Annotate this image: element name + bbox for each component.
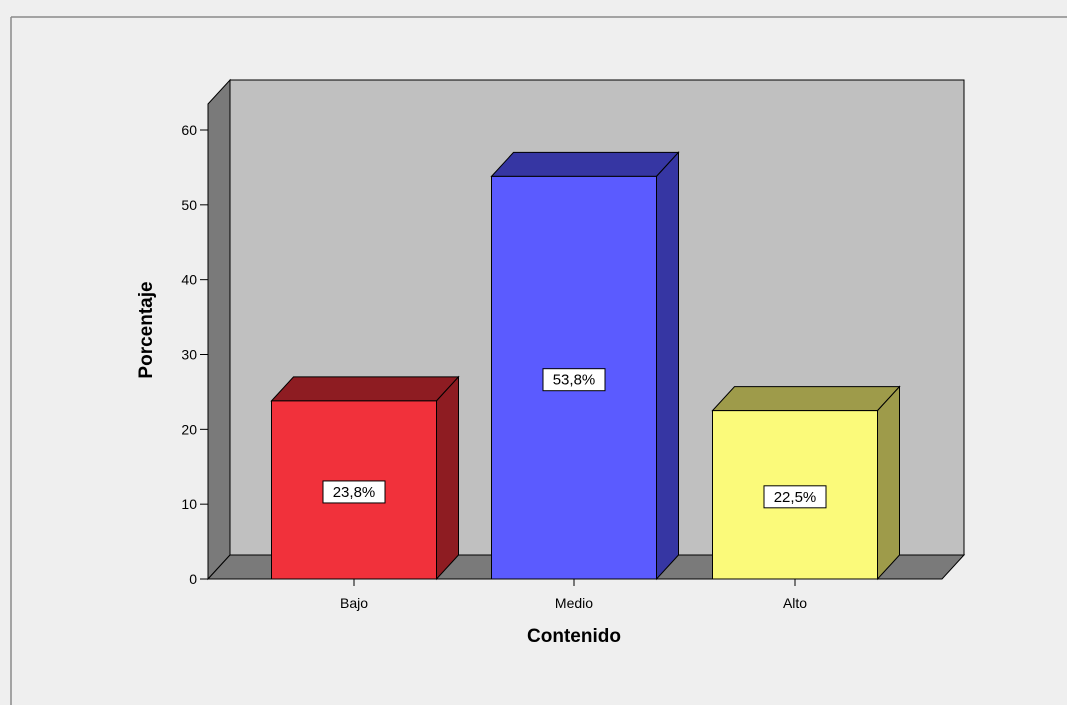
y-tick-label: 60 bbox=[181, 122, 197, 138]
data-label-box bbox=[542, 368, 606, 392]
bar-side bbox=[656, 151, 679, 581]
x-tick-label: Alto bbox=[783, 595, 807, 611]
data-label: 22,5% bbox=[763, 485, 827, 509]
y-tick-label: 10 bbox=[181, 496, 197, 512]
bar-bajo: 23,8% bbox=[270, 375, 460, 581]
bar-medio: 53,8% bbox=[490, 151, 680, 581]
bar-side bbox=[436, 375, 459, 581]
data-label-text: 23,8% bbox=[333, 484, 376, 501]
data-label: 23,8% bbox=[322, 480, 386, 504]
x-tick-label: Medio bbox=[555, 595, 593, 611]
y-axis-title: Porcentaje bbox=[136, 281, 157, 378]
data-label-text: 22,5% bbox=[774, 489, 817, 506]
x-tick-label: Bajo bbox=[340, 595, 368, 611]
data-label: 53,8% bbox=[542, 368, 606, 392]
data-label-text: 53,8% bbox=[553, 372, 596, 389]
x-axis-title: Contenido bbox=[527, 626, 621, 647]
bar-side bbox=[877, 385, 900, 581]
y-tick-label: 30 bbox=[181, 347, 197, 363]
y-tick-label: 40 bbox=[181, 272, 197, 288]
plot-side-wall bbox=[207, 78, 231, 581]
y-tick-label: 50 bbox=[181, 197, 197, 213]
y-tick-label: 0 bbox=[189, 571, 197, 587]
y-axis: 0 10 20 30 40 50 60 bbox=[181, 122, 209, 587]
bar-top bbox=[490, 151, 680, 177]
bar-top bbox=[711, 386, 901, 412]
data-label-box bbox=[322, 480, 386, 504]
bar-top bbox=[270, 376, 460, 402]
bar-alto: 22,5% bbox=[711, 385, 901, 581]
data-label-box bbox=[763, 485, 827, 509]
y-tick-label: 20 bbox=[181, 421, 197, 437]
x-axis-ticks: Bajo Medio Alto bbox=[340, 579, 807, 611]
bars-group: 23,8% 53,8% 22,5% bbox=[270, 151, 901, 581]
